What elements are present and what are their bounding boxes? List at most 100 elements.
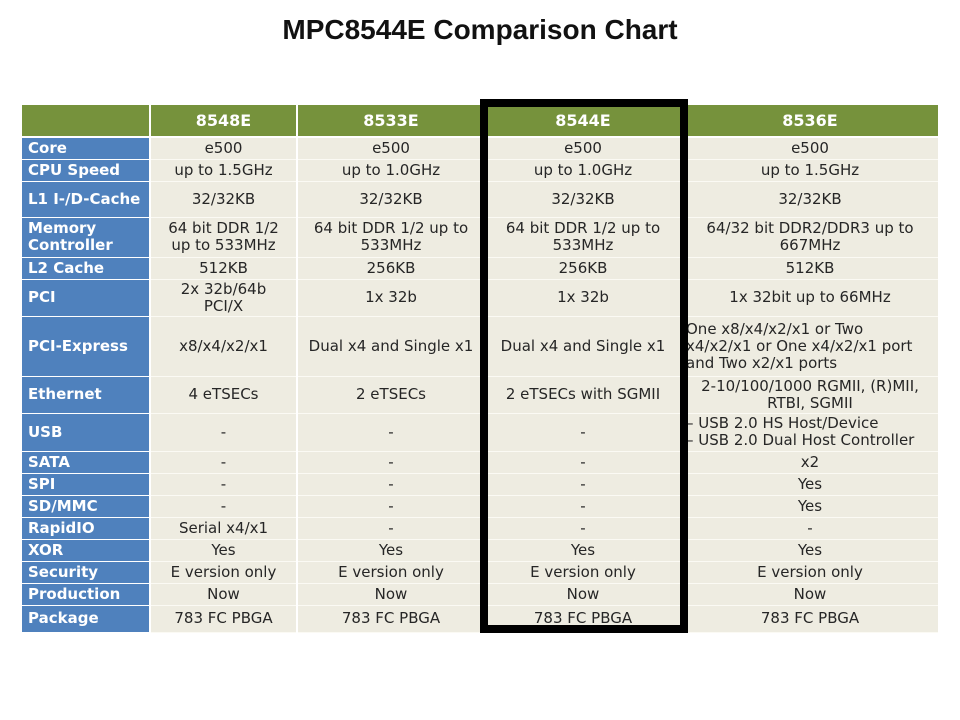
row-label: Package [22,605,151,633]
column-header-8536e: 8536E [681,105,938,138]
table-cell: 783 FC PBGA [297,605,486,633]
table-cell: Yes [681,495,938,518]
table-row-pci: PCI 2x 32b/64b PCI/X 1x 32b 1x 32b 1x 32… [22,279,938,317]
table-cell: 4 eTSECs [150,376,298,414]
header-corner-cell [22,105,151,138]
table-row-sata: SATA - - - x2 [22,451,938,474]
table-cell: e500 [485,137,682,160]
table-cell: – USB 2.0 HS Host/Device – USB 2.0 Dual … [681,413,938,452]
table-cell: Now [150,583,298,606]
table-cell: E version only [297,561,486,584]
table-cell: - [485,451,682,474]
table-cell: e500 [150,137,298,160]
table-cell: Now [681,583,938,606]
table-cell: Serial x4/x1 [150,517,298,540]
row-label: USB [22,413,151,452]
row-label: L1 I-/D-Cache [22,181,151,218]
table-cell: - [150,413,298,452]
row-label: L2 Cache [22,257,151,280]
table-row-production: Production Now Now Now Now [22,583,938,606]
table-cell: 64 bit DDR 1/2 up to 533MHz [150,217,298,258]
table-cell: Dual x4 and Single x1 [485,316,682,377]
table-cell: - [297,473,486,496]
table-cell: Yes [150,539,298,562]
table-cell: 1x 32bit up to 66MHz [681,279,938,317]
table-cell: E version only [485,561,682,584]
table-row-l1-cache: L1 I-/D-Cache 32/32KB 32/32KB 32/32KB 32… [22,181,938,218]
table-cell: - [681,517,938,540]
table-cell: 256KB [297,257,486,280]
table-cell: up to 1.0GHz [485,159,682,182]
table-cell: 1x 32b [297,279,486,317]
table-cell: 783 FC PBGA [150,605,298,633]
row-label: XOR [22,539,151,562]
table-cell: - [297,451,486,474]
column-header-8548e: 8548E [150,105,298,138]
table-cell: 32/32KB [150,181,298,218]
row-label: PCI-Express [22,316,151,377]
table-cell: Yes [485,539,682,562]
table-row-l2-cache: L2 Cache 512KB 256KB 256KB 512KB [22,257,938,280]
table-row-usb: USB - - - – USB 2.0 HS Host/Device – USB… [22,413,938,452]
table-row-core: Core e500 e500 e500 e500 [22,137,938,160]
table-cell: e500 [297,137,486,160]
table-cell: 64 bit DDR 1/2 up to 533MHz [297,217,486,258]
table-row-ethernet: Ethernet 4 eTSECs 2 eTSECs 2 eTSECs with… [22,376,938,414]
table-cell: 783 FC PBGA [485,605,682,633]
row-label: PCI [22,279,151,317]
table-cell: Yes [681,539,938,562]
table-cell: e500 [681,137,938,160]
comparison-table: 8548E 8533E 8544E 8536E Core e500 e500 e… [22,105,938,633]
table-row-package: Package 783 FC PBGA 783 FC PBGA 783 FC P… [22,605,938,633]
table-cell: 512KB [150,257,298,280]
table-cell: 64 bit DDR 1/2 up to 533MHz [485,217,682,258]
table-cell: Now [297,583,486,606]
row-label: Production [22,583,151,606]
table-cell: 1x 32b [485,279,682,317]
table-cell: up to 1.0GHz [297,159,486,182]
table-cell: up to 1.5GHz [681,159,938,182]
row-label: Security [22,561,151,584]
row-label: Core [22,137,151,160]
table-cell: 32/32KB [485,181,682,218]
table-row-rapidio: RapidIO Serial x4/x1 - - - [22,517,938,540]
table-cell: 256KB [485,257,682,280]
table-cell: E version only [150,561,298,584]
table-cell: - [150,495,298,518]
table-row-xor: XOR Yes Yes Yes Yes [22,539,938,562]
page-title: MPC8544E Comparison Chart [282,14,678,45]
table-cell: E version only [681,561,938,584]
row-label: RapidIO [22,517,151,540]
row-label: SATA [22,451,151,474]
table-row-memory-controller: Memory Controller 64 bit DDR 1/2 up to 5… [22,217,938,258]
table-cell: Yes [681,473,938,496]
table-cell: One x8/x4/x2/x1 or Two x4/x2/x1 or One x… [681,316,938,377]
table-cell: - [485,517,682,540]
table-cell: - [485,473,682,496]
table-row-cpu-speed: CPU Speed up to 1.5GHz up to 1.0GHz up t… [22,159,938,182]
table-row-sd-mmc: SD/MMC - - - Yes [22,495,938,518]
table-cell: up to 1.5GHz [150,159,298,182]
column-header-8544e: 8544E [485,105,682,138]
table-row-security: Security E version only E version only E… [22,561,938,584]
table-cell: - [150,473,298,496]
table-cell: 32/32KB [681,181,938,218]
table-cell: - [150,451,298,474]
table-cell: Now [485,583,682,606]
table-cell: 512KB [681,257,938,280]
table-cell: x8/x4/x2/x1 [150,316,298,377]
table-cell: Yes [297,539,486,562]
row-label: SPI [22,473,151,496]
table-cell: 783 FC PBGA [681,605,938,633]
table-cell: 2-10/100/1000 RGMII, (R)MII, RTBI, SGMII [681,376,938,414]
column-header-8533e: 8533E [297,105,486,138]
row-label: CPU Speed [22,159,151,182]
table-row-pci-express: PCI-Express x8/x4/x2/x1 Dual x4 and Sing… [22,316,938,377]
table-cell: - [297,517,486,540]
row-label: Memory Controller [22,217,151,258]
header-row: 8548E 8533E 8544E 8536E [22,105,938,138]
table-cell: 64/32 bit DDR2/DDR3 up to 667MHz [681,217,938,258]
table-cell: 32/32KB [297,181,486,218]
table-cell: 2x 32b/64b PCI/X [150,279,298,317]
